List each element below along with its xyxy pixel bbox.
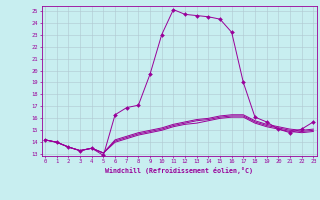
X-axis label: Windchill (Refroidissement éolien,°C): Windchill (Refroidissement éolien,°C) xyxy=(105,167,253,174)
